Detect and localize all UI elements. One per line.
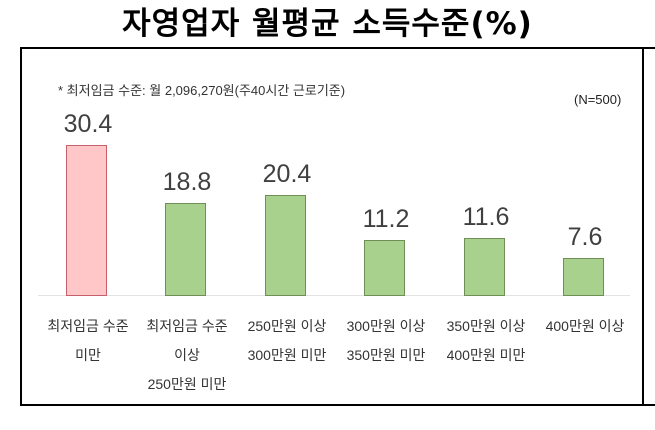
bar [364,240,405,296]
footnote-minimum-wage: * 최저임금 수준: 월 2,096,270원(주40시간 근로기준) [58,83,346,98]
bar-group: 20.4 [237,0,337,296]
bar-group: 18.8 [137,0,237,296]
bar-value-label: 11.6 [462,203,510,231]
category-label-line: 250만원 미만 [147,376,227,392]
bar [66,145,107,296]
category-label-line: 300만원 이상 [346,318,426,334]
bar-group: 11.6 [436,0,536,296]
category-label-line: 250만원 이상 [247,318,327,334]
category-label: 250만원 이상 300만원 미만 [232,312,342,370]
bar-value-label: 20.4 [262,160,312,188]
category-label-line: 400만원 이상 [545,318,625,334]
bar-group: 7.6 [535,0,635,296]
bar-group: 30.4 [38,0,138,296]
category-label: 400만원 이상 [530,312,640,341]
category-label-line: 350만원 미만 [346,347,426,363]
bar [265,195,306,296]
category-label-line: 최저임금 수준 [47,318,129,334]
bar-group: 11.2 [336,0,436,296]
bar [464,238,505,296]
bar-value-label: 7.6 [567,223,603,251]
category-label-line: 350만원 이상 [446,318,526,334]
category-label-line: 최저임금 수준 [146,318,228,334]
category-label: 300만원 이상 350만원 미만 [331,312,441,370]
bar-value-label: 11.2 [362,205,410,233]
x-axis-line [38,295,630,296]
frame-right-border [642,48,644,406]
category-label-line: 400만원 미만 [446,347,526,363]
category-label-line: 이상 [174,347,200,363]
chart-title: 자영업자 월평균 소득수준(%) [122,6,533,42]
frame-bottom-border [20,404,655,406]
frame-left-border [20,48,22,406]
category-label-line: 미만 [75,347,101,363]
bar-value-label: 30.4 [63,110,113,138]
bar-value-label: 18.8 [162,168,212,196]
sample-size-label: (N=500) [574,92,622,107]
frame-top-border [20,47,655,49]
category-label-line: 300만원 미만 [247,347,327,363]
bar [165,203,206,296]
category-label: 350만원 이상 400만원 미만 [431,312,541,370]
bar [563,258,604,296]
